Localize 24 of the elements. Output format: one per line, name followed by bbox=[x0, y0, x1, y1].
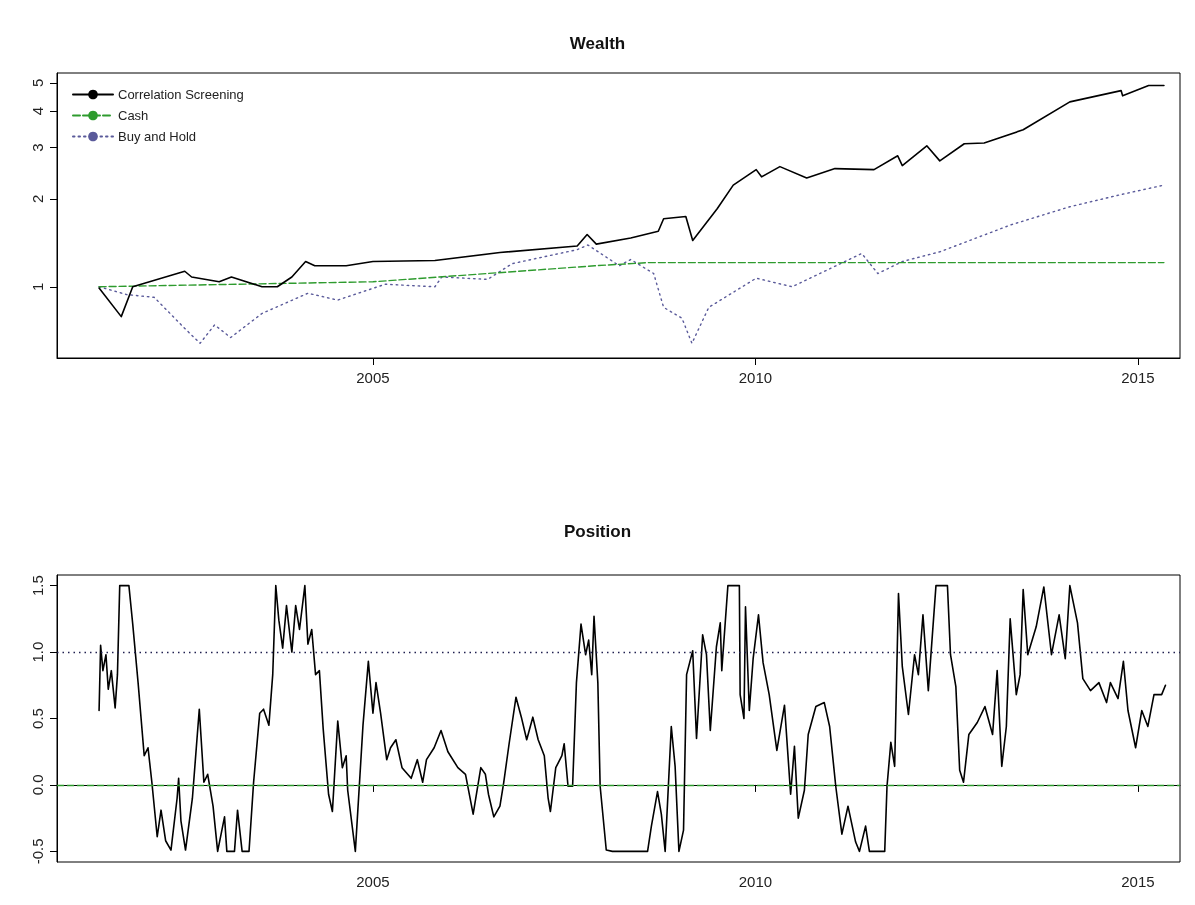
y-tick-label: -0.5 bbox=[29, 838, 46, 865]
y-tick-label: 4 bbox=[29, 106, 46, 116]
line-series bbox=[98, 184, 1165, 345]
legend-label: Buy and Hold bbox=[118, 129, 197, 144]
y-tick-label: 0.5 bbox=[29, 708, 46, 729]
line-series bbox=[98, 261, 1165, 288]
y-tick-label: 2 bbox=[29, 194, 46, 204]
chart-title: Wealth bbox=[569, 34, 626, 53]
legend-label: Cash bbox=[118, 108, 149, 123]
legend-label: Correlation Screening bbox=[118, 87, 244, 102]
y-tick-label: 0.0 bbox=[29, 774, 46, 796]
y-tick-label: 5 bbox=[29, 78, 46, 87]
x-tick-label: 2015 bbox=[1121, 369, 1155, 386]
y-tick-label: 1 bbox=[29, 282, 46, 291]
chart-title: Position bbox=[563, 522, 632, 541]
y-tick-label: 3 bbox=[29, 143, 46, 152]
line-series bbox=[98, 84, 1165, 318]
y-tick-label: 1.0 bbox=[29, 641, 46, 663]
x-tick-label: 2010 bbox=[738, 369, 773, 386]
x-tick-label: 2005 bbox=[356, 369, 390, 386]
x-tick-label: 2005 bbox=[356, 873, 390, 890]
x-tick-label: 2010 bbox=[738, 873, 773, 890]
y-tick-label: 1.5 bbox=[29, 575, 46, 597]
x-tick-label: 2015 bbox=[1121, 873, 1155, 890]
